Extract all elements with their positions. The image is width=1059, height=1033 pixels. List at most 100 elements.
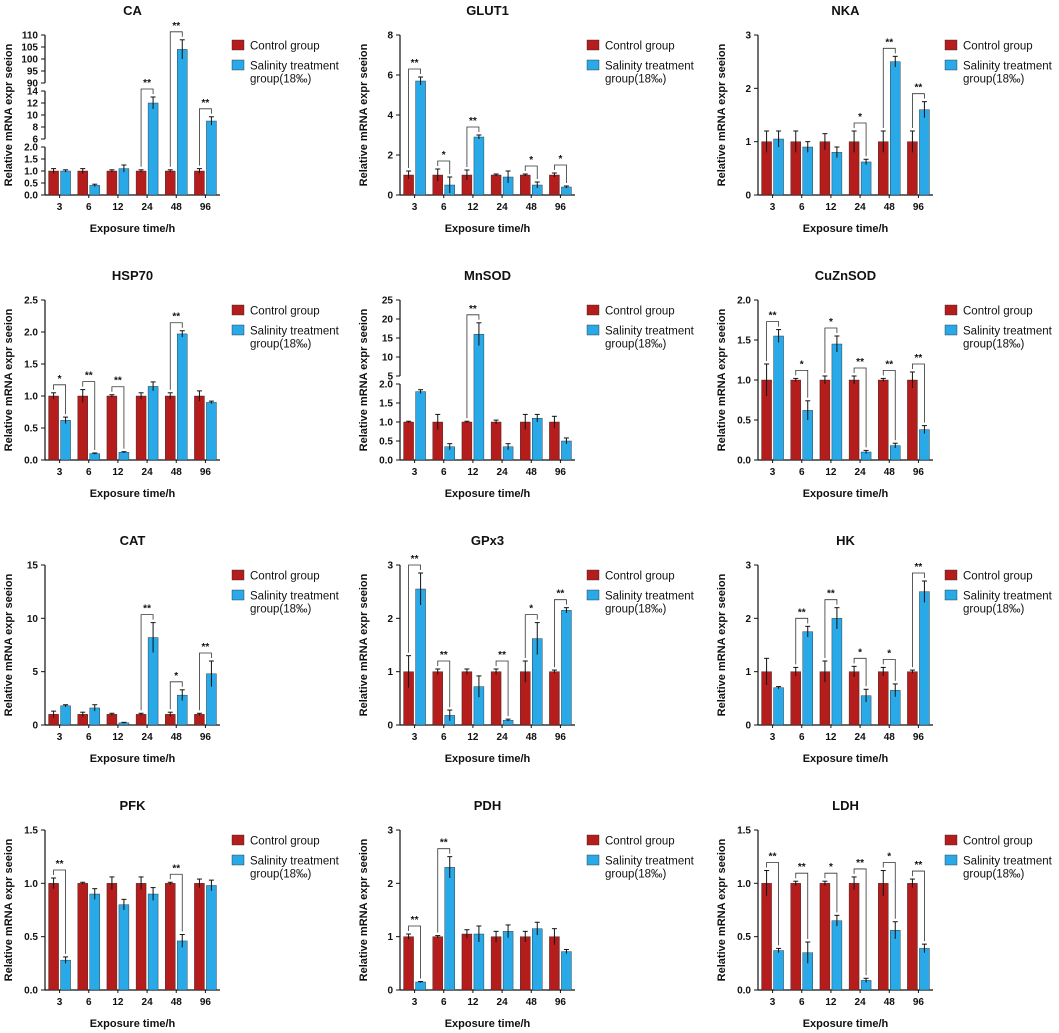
control-bar <box>48 395 59 461</box>
y-tick-label: 105 <box>21 43 38 54</box>
x-tick-label: 6 <box>86 467 92 478</box>
legend-swatch-treatment <box>586 324 600 336</box>
significance-label: ** <box>411 554 419 565</box>
significance-label: ** <box>172 21 180 32</box>
x-tick-label: 24 <box>497 467 509 478</box>
control-bar <box>194 395 205 461</box>
significance-bracket <box>169 873 183 932</box>
y-tick-label: 3 <box>745 561 751 572</box>
control-bar <box>135 883 147 991</box>
control-bar <box>907 379 918 461</box>
legend-label-control: Control group <box>963 41 1033 53</box>
x-tick-label: 6 <box>441 732 447 743</box>
chart-panel-cat: CAT 0 5 10 15 3 6 12 24 ** 48 * 96 ** Exposure time/h R… <box>3 533 340 765</box>
legend-swatch-control <box>231 569 245 581</box>
chart-panel-cuznsod: CuZnSOD 0.0 0.5 1.0 1.5 2.0 3 ** 6 * 12 * 24 ** 48 ** 96… <box>716 268 1053 500</box>
y-tick-label: 2.5 <box>24 296 38 307</box>
significance-bracket <box>524 165 538 179</box>
treatment-bar <box>561 610 572 726</box>
treatment-bar <box>919 109 930 196</box>
legend-label-line: group(18‰) <box>605 604 667 616</box>
legend-label-treatment: Salinity treatment group(18‰) <box>605 326 695 351</box>
y-tick-label: 0.5 <box>379 437 393 448</box>
y-tick-label: 1 <box>745 667 751 678</box>
y-tick-label: 8 <box>387 31 393 42</box>
significance-bracket <box>824 599 838 658</box>
significance-bracket <box>437 160 451 174</box>
legend-label-treatment: Salinity treatment group(18‰) <box>963 856 1053 881</box>
x-tick-label: 3 <box>412 997 418 1008</box>
treatment-bar <box>890 61 901 196</box>
x-axis-title: Exposure time/h <box>90 223 176 235</box>
legend-label-control: Control group <box>605 836 675 848</box>
y-tick-label: 0.0 <box>379 456 393 467</box>
significance-label: ** <box>469 304 477 315</box>
x-axis-title: Exposure time/h <box>445 223 531 235</box>
y-tick-label: 1.0 <box>24 392 38 403</box>
significance-bracket <box>824 872 838 913</box>
x-tick-label: 3 <box>770 202 776 213</box>
legend-label-control: Control group <box>963 306 1033 318</box>
y-tick-label: 3 <box>387 826 393 837</box>
significance-label: * <box>558 154 562 165</box>
x-tick-label: 96 <box>555 732 567 743</box>
legend-label-control: Control group <box>250 836 320 848</box>
y-tick-label: 10 <box>27 111 39 122</box>
legend-label-line: group(18‰) <box>605 74 667 86</box>
y-tick-label: 2.0 <box>737 296 751 307</box>
x-axis-title: Exposure time/h <box>445 753 531 765</box>
significance-label: ** <box>114 376 122 387</box>
y-tick-label: 2 <box>387 151 393 162</box>
treatment-bar <box>773 950 784 991</box>
y-tick-label: 6 <box>387 71 393 82</box>
treatment-bar <box>831 920 843 991</box>
significance-label: * <box>529 155 533 166</box>
legend-label-treatment: Salinity treatment group(18‰) <box>250 326 340 351</box>
significance-label: * <box>887 648 891 659</box>
x-axis-title: Exposure time/h <box>803 488 889 500</box>
x-tick-label: 48 <box>526 202 538 213</box>
x-axis-title: Exposure time/h <box>90 488 176 500</box>
legend-label-line: Salinity treatment <box>963 856 1053 868</box>
control-bar <box>549 421 560 461</box>
significance-label: ** <box>440 650 448 661</box>
control-bar <box>77 883 88 991</box>
significance-label: * <box>829 862 833 873</box>
significance-label: ** <box>827 589 835 600</box>
control-bar <box>848 883 860 991</box>
chart-title: CA <box>123 3 142 18</box>
control-bar <box>432 671 443 726</box>
y-tick-label: 0.5 <box>24 179 38 190</box>
y-tick-label: 1.0 <box>24 879 38 890</box>
x-tick-label: 6 <box>441 202 447 213</box>
x-tick-label: 24 <box>142 467 154 478</box>
x-tick-label: 12 <box>825 732 837 743</box>
treatment-bar <box>890 930 901 991</box>
control-bar <box>790 379 801 461</box>
significance-label: ** <box>915 353 923 364</box>
significance-label: ** <box>440 838 448 849</box>
significance-label: ** <box>915 83 923 94</box>
x-tick-label: 3 <box>57 732 63 743</box>
y-tick-label: 0.5 <box>24 424 38 435</box>
y-axis-title: Relative mRNA expr seeion <box>358 308 370 451</box>
legend-label-line: group(18‰) <box>250 74 312 86</box>
x-tick-label: 48 <box>884 997 896 1008</box>
x-tick-label: 3 <box>412 202 418 213</box>
legend-swatch-treatment <box>586 59 600 71</box>
y-axis-title: Relative mRNA expr seeion <box>3 43 15 186</box>
treatment-bar <box>177 49 188 196</box>
significance-bracket <box>82 381 96 450</box>
significance-label: ** <box>557 589 565 600</box>
y-tick-label: 1.5 <box>24 155 38 166</box>
significance-label: ** <box>143 78 151 89</box>
x-tick-label: 24 <box>855 732 867 743</box>
treatment-bar <box>919 591 930 726</box>
control-bar <box>135 395 147 461</box>
y-tick-label: 1.0 <box>24 167 38 178</box>
legend-label-line: group(18‰) <box>605 869 667 881</box>
significance-bracket <box>795 872 809 939</box>
y-tick-label: 1.0 <box>737 879 751 890</box>
y-tick-label: 0.5 <box>737 416 751 427</box>
y-tick-label: 1.0 <box>379 418 393 429</box>
